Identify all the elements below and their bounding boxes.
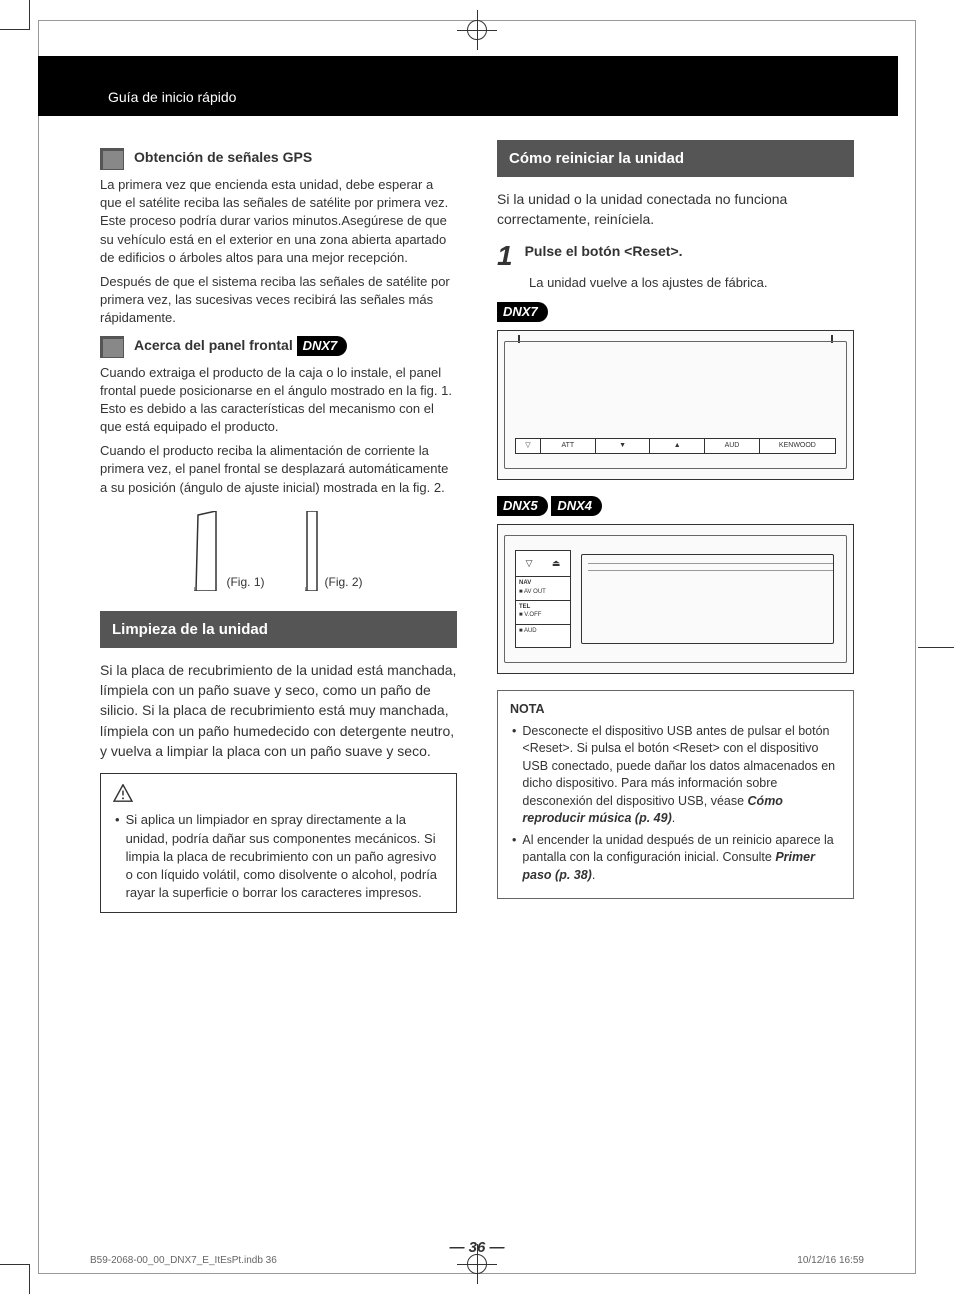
- model-badge-dnx7: DNX7: [297, 336, 348, 356]
- fig2-shape: [305, 511, 319, 591]
- gps-p1: La primera vez que encienda esta unidad,…: [100, 176, 457, 267]
- header-bar: Guía de inicio rápido: [38, 56, 898, 116]
- footer-left: B59-2068-00_00_DNX7_E_ItEsPt.indb 36: [90, 1254, 277, 1268]
- reiniciar-intro: Si la unidad o la unidad conectada no fu…: [497, 189, 854, 230]
- note-2: Al encender la unidad después de un rein…: [510, 832, 841, 885]
- note-box: NOTA Desconecte el dispositivo USB antes…: [497, 690, 854, 899]
- gps-p2: Después de que el sistema reciba las señ…: [100, 273, 457, 328]
- d7-btn-aud: AUD: [704, 439, 759, 453]
- d7-btn-eject: ▽: [516, 439, 540, 453]
- step-1: 1 Pulse el botón <Reset>.: [497, 242, 854, 270]
- heading-panel-label: Acerca del panel frontal: [134, 337, 293, 353]
- d5-eject: ▽: [526, 557, 533, 570]
- panel-p1: Cuando extraiga el producto de la caja o…: [100, 364, 457, 437]
- d5-tel: TEL■ V.OFF: [516, 601, 570, 625]
- right-column: Cómo reiniciar la unidad Si la unidad o …: [497, 140, 854, 1214]
- warning-box: Si aplica un limpiador en spray directam…: [100, 773, 457, 913]
- step-desc: La unidad vuelve a los ajustes de fábric…: [529, 274, 854, 292]
- fig2-label: (Fig. 2): [325, 574, 363, 591]
- square-icon: [100, 336, 124, 358]
- model-row-dnx54: DNX5 DNX4: [497, 496, 854, 516]
- d5-aud: ■ AUD: [516, 625, 570, 648]
- d7-btn-up: ▲: [649, 439, 704, 453]
- d7-btn-att: ATT: [540, 439, 595, 453]
- note-1: Desconecte el dispositivo USB antes de p…: [510, 723, 841, 828]
- model-badge-dnx4: DNX4: [551, 496, 602, 516]
- device-dnx7: ▽ ATT ▼ ▲ AUD KENWOOD: [497, 330, 854, 480]
- model-row-dnx7: DNX7: [497, 302, 854, 322]
- heading-panel-text: Acerca del panel frontal DNX7: [134, 336, 347, 356]
- section-limpieza: Limpieza de la unidad: [100, 611, 457, 648]
- left-column: Obtención de señales GPS La primera vez …: [100, 140, 457, 1214]
- device-dnx54: ▽ ⏏ NAV■ AV OUT TEL■ V.OFF ■ AUD: [497, 524, 854, 674]
- note-title: NOTA: [510, 701, 841, 719]
- square-icon: [100, 148, 124, 170]
- fig-1: (Fig. 1): [194, 511, 264, 591]
- d5-disc: ⏏: [552, 557, 561, 570]
- footer-right: 10/12/16 16:59: [797, 1254, 864, 1268]
- warning-text-content: Si aplica un limpiador en spray directam…: [126, 811, 444, 902]
- model-badge-dnx5: DNX5: [497, 496, 548, 516]
- figures: (Fig. 1) (Fig. 2): [100, 511, 457, 591]
- fig1-shape: [194, 511, 220, 591]
- warning-text: Si aplica un limpiador en spray directam…: [113, 811, 444, 902]
- header-title: Guía de inicio rápido: [108, 89, 236, 105]
- step-num: 1: [497, 242, 513, 270]
- heading-gps: Obtención de señales GPS: [100, 148, 457, 170]
- heading-gps-text: Obtención de señales GPS: [134, 148, 312, 168]
- model-badge-dnx7: DNX7: [497, 302, 548, 322]
- heading-panel: Acerca del panel frontal DNX7: [100, 336, 457, 358]
- section-reiniciar: Cómo reiniciar la unidad: [497, 140, 854, 177]
- step-title: Pulse el botón <Reset>.: [525, 242, 683, 262]
- fig1-label: (Fig. 1): [226, 574, 264, 591]
- note2-end: .: [592, 868, 595, 882]
- panel-p2: Cuando el producto reciba la alimentació…: [100, 442, 457, 497]
- content: Obtención de señales GPS La primera vez …: [100, 140, 854, 1214]
- d7-btn-down: ▼: [595, 439, 650, 453]
- fig-2: (Fig. 2): [305, 511, 363, 591]
- note1-end: .: [672, 811, 675, 825]
- warning-icon: [113, 784, 133, 802]
- limpieza-body: Si la placa de recubrimiento de la unida…: [100, 660, 457, 761]
- d5-nav: NAV■ AV OUT: [516, 577, 570, 601]
- note1-text: Desconecte el dispositivo USB antes de p…: [522, 724, 835, 808]
- d7-btn-kenwood: KENWOOD: [759, 439, 835, 453]
